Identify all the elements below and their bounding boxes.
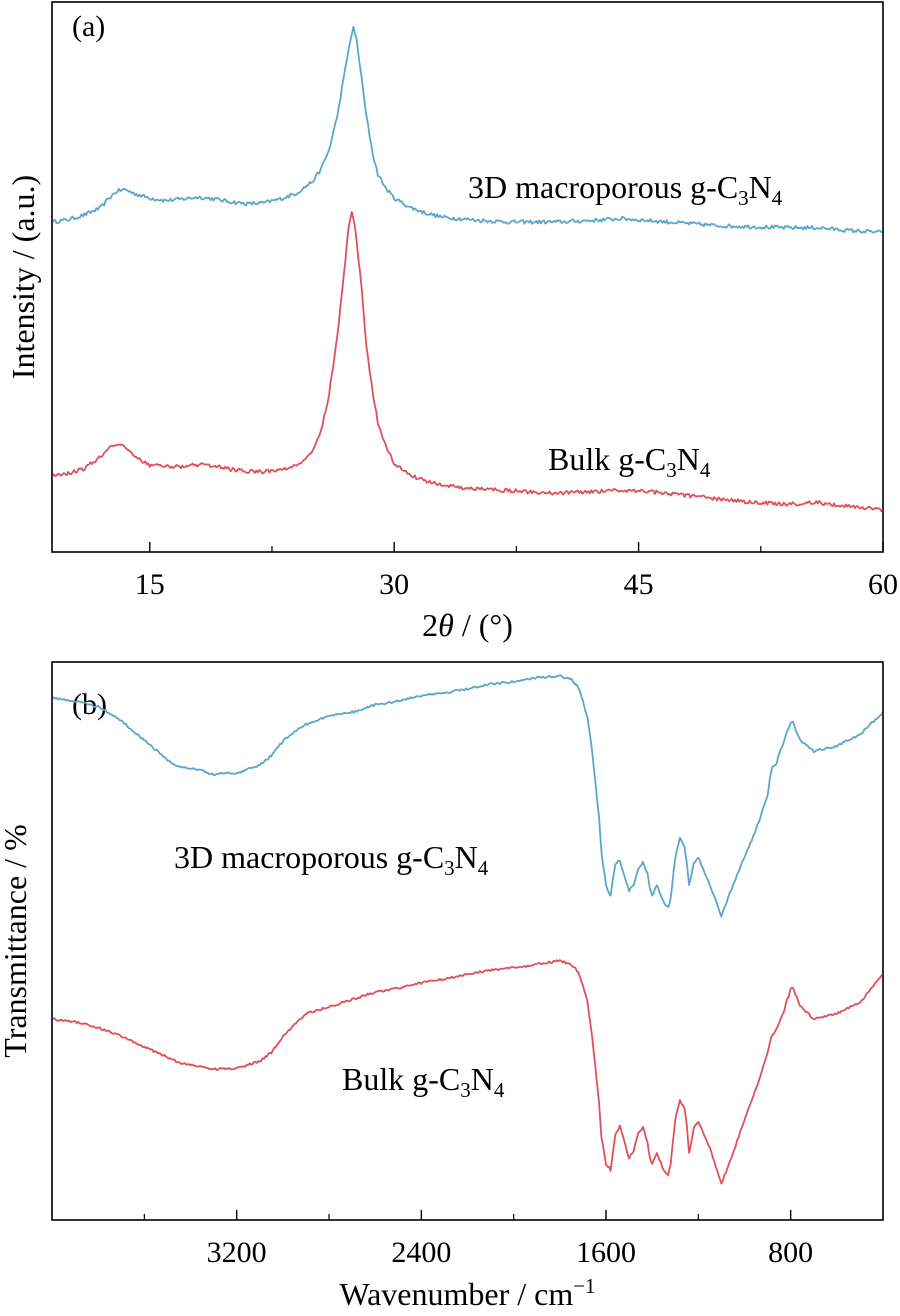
y-axis-label: Transmittance / % (0, 824, 33, 1057)
panel-label: (a) (72, 10, 105, 43)
y-axis-label: Intensity / (a.u.) (5, 175, 41, 379)
x-tick-label: 3200 (207, 1236, 267, 1269)
x-tick-label: 15 (135, 568, 165, 601)
x-tick-label: 60 (868, 568, 898, 601)
panel-b: 3200 2400 1600 800(b)Wavenumber / cm−1Trans… (0, 661, 884, 1312)
plot-frame (51, 1, 884, 553)
series-line-bulk (53, 211, 882, 513)
x-axis-label: 2θ / (°) (422, 607, 513, 643)
series-label: 3D macroporous g-C3N4 (468, 169, 783, 210)
series-label: 3D macroporous g-C3N4 (174, 839, 489, 880)
x-tick-label: 1600 (576, 1236, 636, 1269)
x-tick-label: 30 (379, 568, 409, 601)
series-label: Bulk g-C3N4 (342, 1061, 505, 1102)
series-label: Bulk g-C3N4 (548, 441, 711, 482)
plot-frame (51, 661, 884, 1221)
series-line-macroporous (53, 674, 882, 918)
x-tick-label: 2400 (391, 1236, 451, 1269)
panel-a: 15 30 45 60 (a) 2θ / (°) Intensity / (a.u.) 3D … (5, 1, 898, 643)
x-tick-label: 45 (624, 568, 654, 601)
x-tick-label: 800 (768, 1236, 813, 1269)
x-axis-label: Wavenumber / cm−1 (339, 1274, 595, 1312)
series-line-bulk (53, 959, 882, 1185)
series-line-macroporous (53, 25, 882, 234)
